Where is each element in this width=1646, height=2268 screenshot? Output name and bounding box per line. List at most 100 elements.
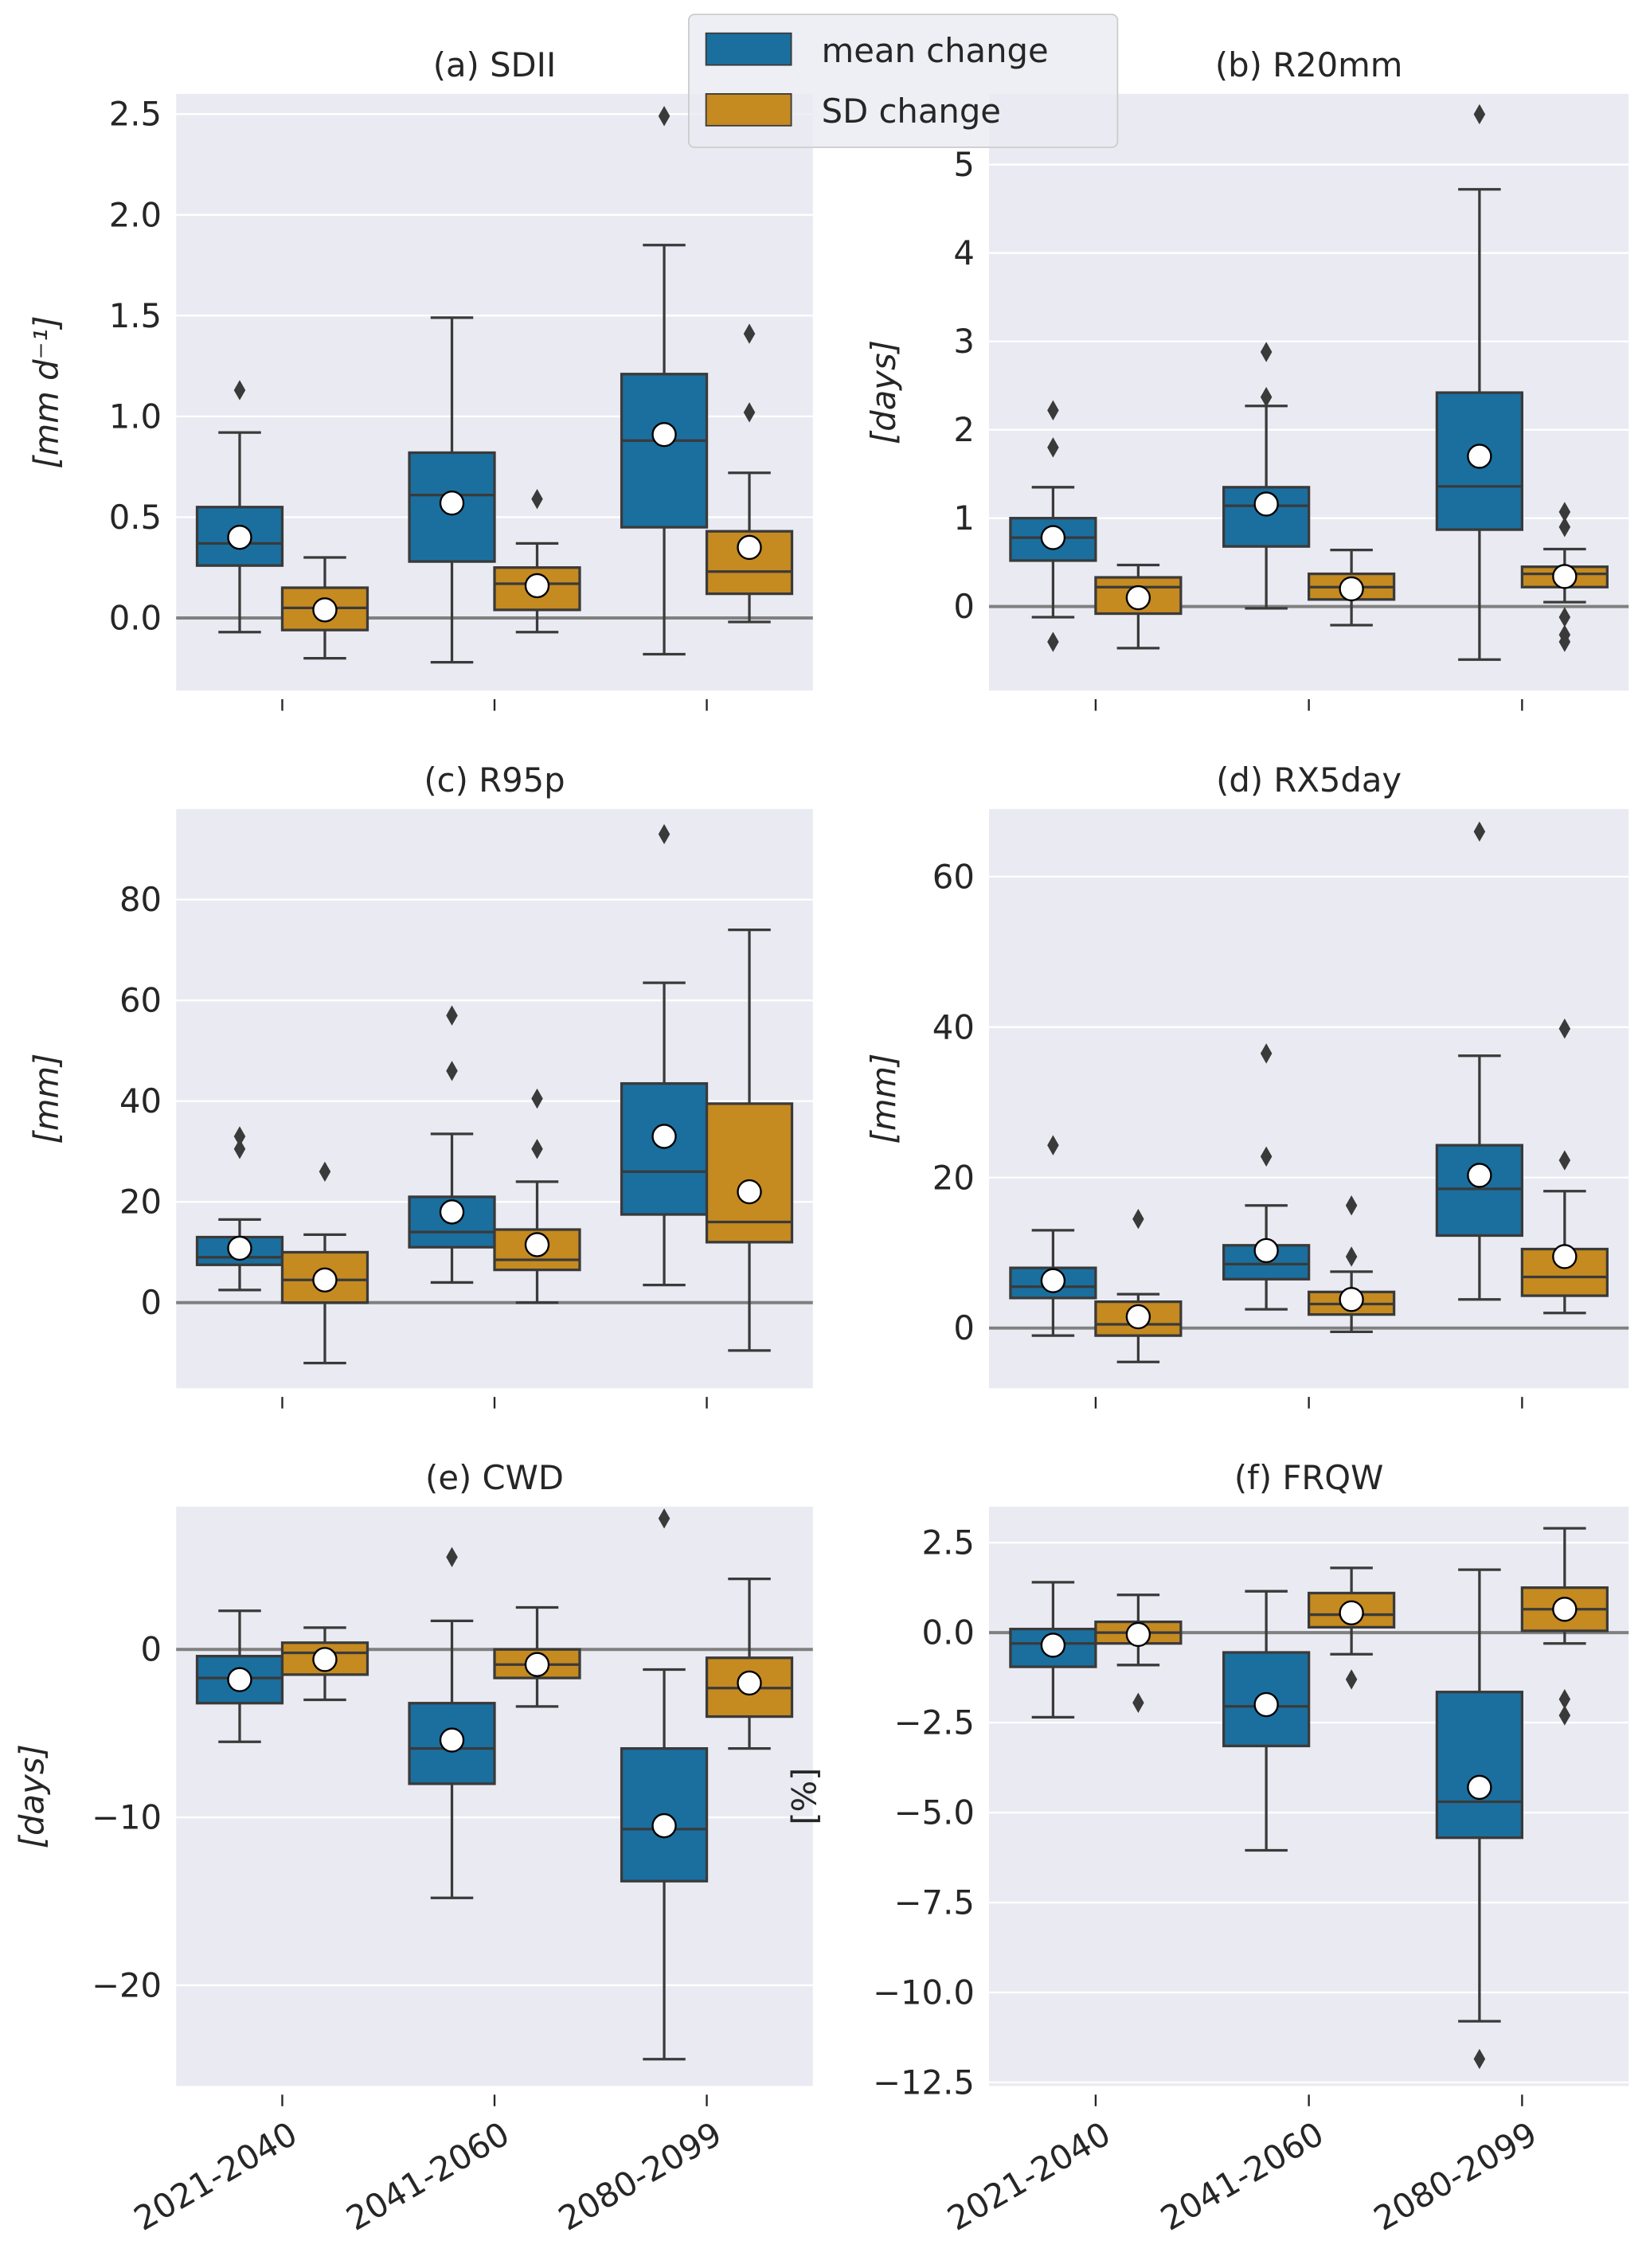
box-2080-2099	[1435, 821, 1524, 1301]
y-tick-label: −12.5	[873, 2063, 975, 2102]
box-2041-2060	[493, 488, 581, 634]
mean-marker	[439, 1727, 465, 1753]
legend-swatch-mean	[705, 32, 792, 66]
y-axis-label: [days]	[864, 340, 903, 444]
box-2041-2060	[408, 316, 496, 664]
box-2041-2060	[493, 1088, 581, 1304]
panel-b: 0 1 2 3 4 5 (b) R20mm [days]	[864, 45, 1629, 711]
x-tick-label: 2080-2099	[552, 2114, 728, 2239]
box-2080-2099	[1520, 502, 1609, 652]
y-tick-label: 0	[141, 1630, 162, 1669]
box-2021-2040	[1009, 1135, 1097, 1337]
y-tick-label: 2.0	[109, 195, 162, 234]
box-2021-2040	[1094, 1593, 1183, 1713]
x-tick-label: 2021-2040	[127, 2114, 303, 2239]
mean-marker	[524, 1232, 550, 1257]
legend-swatch-sd	[705, 93, 792, 127]
box-2041-2060	[1307, 548, 1396, 627]
legend-label-mean: mean change	[822, 31, 1049, 70]
panel-title: (c) R95p	[424, 761, 565, 800]
mean-marker	[737, 1179, 762, 1205]
mean-marker	[1125, 585, 1151, 611]
outlier-marker	[1047, 1135, 1059, 1156]
box-2041-2060	[1222, 342, 1311, 610]
y-tick-label: 2	[953, 410, 975, 449]
y-tick-label: 40	[119, 1081, 162, 1120]
legend: mean change SD change	[687, 14, 1119, 148]
mean-marker	[1253, 1238, 1279, 1264]
series-mean-change	[1009, 1568, 1524, 2070]
y-tick-label: 4	[953, 233, 975, 272]
legend-frame	[687, 14, 1119, 148]
panel-d: 0 20 40 60 (d) RX5day [mm]	[864, 761, 1629, 1409]
y-tick-label: 1	[953, 499, 975, 538]
mean-marker	[1040, 1268, 1066, 1293]
y-tick-label: −20	[92, 1965, 162, 2004]
panel-title: (e) CWD	[425, 1458, 564, 1497]
series-sd-change	[280, 1578, 794, 1750]
mean-marker	[439, 1199, 465, 1225]
mean-marker	[1552, 1244, 1578, 1269]
box-2080-2099	[620, 106, 709, 656]
box-2041-2060	[1222, 1590, 1311, 1852]
box-2080-2099	[1520, 1527, 1609, 1726]
box-2021-2040	[1009, 1581, 1097, 1719]
box-2080-2099	[705, 1578, 794, 1750]
box-2080-2099	[1435, 104, 1524, 661]
box-2021-2040	[280, 1161, 369, 1365]
series-mean-change	[1009, 104, 1524, 661]
y-axis-label: [%]	[784, 1768, 823, 1825]
y-tick-label: −7.5	[894, 1883, 975, 1922]
y-tick-label: 2.5	[922, 1523, 975, 1562]
y-axis-label: [mm]	[864, 1054, 903, 1144]
y-tick-label: −2.5	[894, 1703, 975, 1742]
box-iqr	[705, 1102, 794, 1244]
box-2080-2099	[620, 1508, 709, 2061]
y-tick-label: 20	[932, 1158, 975, 1197]
outlier-marker	[1558, 632, 1571, 652]
mean-marker	[439, 491, 465, 516]
box-2021-2040	[1094, 563, 1183, 650]
box-iqr	[195, 506, 284, 567]
series-sd-change	[280, 929, 794, 1365]
outlier-marker	[1558, 1689, 1571, 1710]
mean-marker	[227, 525, 252, 550]
box-iqr	[620, 373, 709, 529]
panel-title: (f) FRQW	[1234, 1458, 1383, 1497]
box-2080-2099	[1435, 1568, 1524, 2070]
y-tick-label: −5.0	[894, 1793, 975, 1832]
mean-marker	[524, 1652, 550, 1677]
x-tick-label: 2041-2060	[1154, 2114, 1330, 2239]
outlier-marker	[1558, 607, 1571, 628]
box-2021-2040	[280, 556, 369, 660]
y-tick-label: 40	[932, 1007, 975, 1046]
outlier-marker	[1558, 1150, 1571, 1171]
outlier-marker	[1558, 1019, 1571, 1039]
panel-e: −20 −10 0 2021-2040 2041-2060 2080-2099 (e) CW…	[12, 1458, 813, 2239]
mean-marker	[1040, 1633, 1066, 1658]
series-sd-change	[1094, 502, 1609, 652]
outlier-marker	[1345, 1195, 1358, 1216]
outlier-marker	[1132, 1209, 1144, 1230]
x-tick-label: 2080-2099	[1367, 2114, 1543, 2239]
mean-marker	[1552, 564, 1578, 589]
mean-marker	[651, 421, 677, 448]
y-tick-label: 0	[141, 1283, 162, 1322]
box-iqr	[620, 1081, 709, 1216]
box-2080-2099	[705, 323, 794, 624]
outlier-marker	[1260, 1043, 1273, 1064]
series-sd-change	[1094, 1019, 1609, 1363]
mean-marker	[737, 1670, 762, 1696]
y-axis-label: [days]	[12, 1744, 51, 1848]
box-2041-2060	[1222, 1043, 1311, 1311]
box-iqr	[1435, 1691, 1524, 1840]
mean-marker	[227, 1235, 252, 1261]
y-axis-label: [mm d⁻¹]	[27, 315, 66, 468]
plot-area	[989, 93, 1629, 691]
mean-marker	[1339, 1600, 1364, 1625]
y-tick-label: 0.5	[109, 498, 162, 537]
series-mean-change	[195, 1508, 709, 2061]
outlier-marker	[319, 1161, 331, 1182]
box-2041-2060	[1307, 1566, 1396, 1690]
y-tick-label: 2.5	[109, 95, 162, 134]
